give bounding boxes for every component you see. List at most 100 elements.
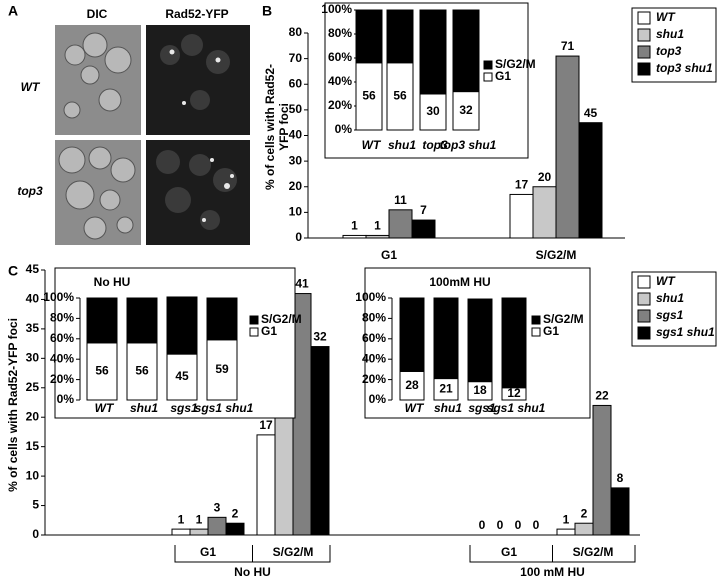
legend-swatch [531, 327, 541, 337]
x-tick-label: G1 [501, 545, 517, 559]
column-header: Rad52-YFP [165, 7, 228, 21]
value-label: 21 [439, 381, 453, 395]
legend-label: G1 [261, 324, 277, 338]
stacked-bar [86, 297, 118, 344]
value-label: 79 [439, 330, 453, 344]
y-axis-label: % of cells with Rad52-YFP foci [263, 63, 291, 191]
x-tick-label: S/G2/M [573, 545, 614, 559]
x-tick-label: S/G2/M [536, 248, 577, 262]
y-tick-label: 100% [321, 2, 352, 16]
legend-swatch [637, 275, 651, 289]
x-tick-label: shu1 [130, 401, 158, 415]
legend-label: S/G2/M [495, 57, 536, 71]
bar [274, 416, 294, 536]
inset-title: No HU [94, 275, 131, 289]
bar [555, 55, 580, 239]
y-tick-label: 80% [362, 311, 386, 325]
yfp-image [146, 25, 250, 245]
y-tick-label: 25 [26, 380, 40, 394]
value-label: 17 [259, 418, 273, 432]
value-label: 0 [479, 518, 486, 532]
value-label: 32 [459, 103, 473, 117]
row-label: WT [21, 80, 41, 94]
legend-swatch [637, 28, 651, 42]
panel-label: A [8, 3, 18, 19]
x-tick-label: sgs1 shu1 [195, 401, 254, 415]
legend-label: top3 [656, 44, 682, 58]
x-tick-label: WT [95, 401, 115, 415]
bar [592, 404, 612, 536]
value-label: 44 [362, 29, 376, 43]
value-label: 3 [214, 501, 221, 515]
group-label: 100 mM HU [520, 565, 585, 579]
value-label: 2 [232, 506, 239, 520]
y-tick-label: 0 [295, 230, 302, 244]
y-tick-label: 15 [26, 439, 40, 453]
value-label: 56 [362, 89, 376, 103]
x-tick-label: shu1 [434, 401, 462, 415]
value-label: 1 [196, 512, 203, 526]
value-label: 44 [393, 29, 407, 43]
value-label: 56 [175, 318, 189, 332]
value-label: 18 [473, 383, 487, 397]
y-tick-label: 60% [50, 331, 74, 345]
panel-label: C [8, 263, 18, 279]
y-tick-label: 80% [50, 311, 74, 325]
group-label: No HU [234, 565, 271, 579]
stacked-bar [419, 93, 447, 131]
x-tick-label: shu1 [388, 138, 416, 152]
stacked-bar [206, 339, 238, 401]
y-tick-label: 100% [355, 290, 386, 304]
value-label: 32 [313, 330, 327, 344]
bar [171, 528, 191, 536]
value-label: 0 [497, 518, 504, 532]
y-tick-label: 60 [289, 76, 303, 90]
y-axis-label: % of cells with Rad52-YFP foci [6, 318, 20, 492]
y-tick-label: 80% [328, 26, 352, 40]
stacked-bar [166, 353, 198, 401]
stacked-bar [206, 297, 238, 341]
stacked-bar [501, 297, 527, 389]
value-label: 70 [426, 44, 440, 58]
value-label: 41 [215, 311, 229, 325]
legend-swatch [483, 60, 493, 70]
bar [574, 522, 594, 536]
bar [388, 209, 413, 239]
bar [578, 122, 603, 239]
value-label: 11 [394, 193, 407, 207]
value-label: 45 [175, 369, 189, 383]
value-label: 56 [95, 364, 109, 378]
legend-label: top3 shu1 [656, 61, 713, 75]
stacked-bar [126, 297, 158, 344]
y-tick-label: 20% [362, 372, 386, 386]
x-tick-label: sgs1 shu1 [487, 401, 546, 415]
legend-label: G1 [495, 69, 511, 83]
stacked-bar [467, 298, 493, 383]
legend-swatch [249, 327, 259, 337]
x-tick-label: G1 [381, 248, 397, 262]
legend-label: S/G2/M [543, 312, 584, 326]
group-bracket [469, 545, 636, 563]
legend-label: S/G2/M [261, 312, 302, 326]
legend-label: sgs1 shu1 [656, 325, 715, 339]
bar [207, 516, 227, 536]
bar [225, 522, 245, 536]
value-label: 0 [533, 518, 540, 532]
legend-swatch [637, 309, 651, 323]
y-tick-label: 50 [289, 102, 303, 116]
value-label: 72 [405, 327, 419, 341]
value-label: 44 [95, 313, 109, 327]
value-label: 1 [374, 219, 381, 233]
bar [610, 487, 630, 536]
value-label: 56 [135, 364, 149, 378]
value-label: 0 [515, 518, 522, 532]
legend-swatch [637, 62, 651, 76]
x-tick-label: S/G2/M [273, 545, 314, 559]
value-label: 2 [581, 506, 588, 520]
value-label: 44 [135, 313, 149, 327]
y-tick-label: 35 [26, 321, 40, 335]
stacked-bar [433, 297, 459, 380]
value-label: 1 [178, 512, 185, 526]
panel-label: B [262, 3, 272, 19]
value-label: 59 [215, 362, 229, 376]
